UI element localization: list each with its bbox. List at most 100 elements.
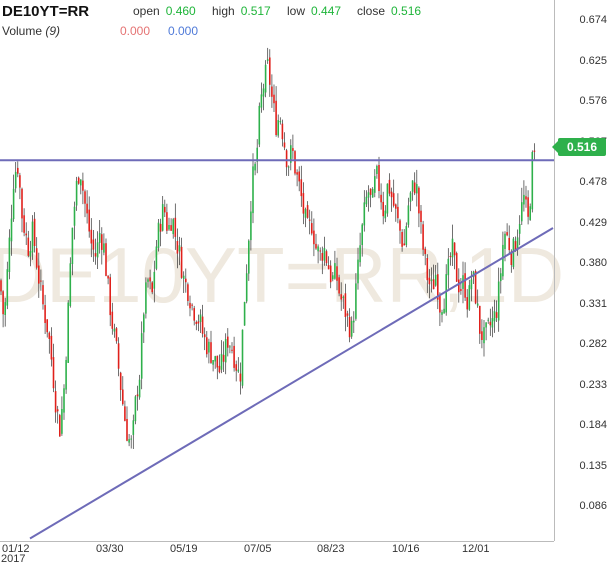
candle-up — [172, 219, 174, 235]
candle-down — [424, 248, 426, 254]
candle-down — [296, 172, 298, 175]
candle-up — [12, 188, 15, 220]
candle-up — [130, 438, 132, 440]
candle-up — [416, 184, 418, 194]
candle-down — [283, 142, 286, 148]
candle-down — [306, 205, 309, 218]
candle-down — [218, 365, 221, 373]
low-label: low — [287, 4, 306, 18]
candle-down — [298, 171, 300, 182]
candle-down — [420, 210, 422, 222]
candle-up — [470, 279, 473, 290]
candle-up — [128, 439, 130, 443]
candle-up — [69, 263, 72, 306]
candle-down — [300, 179, 303, 197]
candle-up — [277, 120, 279, 136]
candle-up — [75, 180, 78, 206]
candle-up — [317, 246, 319, 252]
candle-up — [250, 211, 252, 241]
candle-down — [269, 57, 271, 85]
x-tick-label: 10/16 — [392, 543, 420, 555]
candle-up — [63, 388, 65, 413]
candle-down — [321, 253, 324, 261]
candle-up — [493, 311, 496, 322]
candle-down — [464, 273, 466, 298]
candle-up — [260, 94, 263, 108]
volume-value-b: 0.000 — [168, 24, 199, 38]
candle-up — [445, 274, 447, 313]
candle-down — [422, 224, 424, 250]
candle-down — [378, 165, 380, 191]
candle-down — [392, 193, 395, 206]
candle-up — [140, 333, 143, 379]
x-tick-label: 01/12 — [2, 543, 30, 555]
high-value: 0.517 — [240, 4, 271, 18]
low-readout: low 0.447 — [287, 4, 341, 18]
candle-down — [506, 232, 508, 236]
candle-down — [294, 151, 296, 174]
candle-down — [348, 317, 351, 338]
ticker-symbol: DE10YT=RR — [2, 3, 90, 20]
candle-down — [77, 177, 80, 184]
candle-down — [27, 237, 30, 256]
candle-down — [313, 230, 315, 245]
open-readout: open 0.460 — [133, 4, 196, 18]
low-value: 0.447 — [311, 4, 342, 18]
candle-down — [185, 278, 187, 283]
candle-up — [323, 248, 326, 261]
close-readout: close 0.516 — [357, 4, 421, 18]
candle-down — [105, 243, 107, 276]
candle-down — [413, 182, 416, 194]
candle-down — [466, 297, 468, 310]
x-axis-year-label: 2017 — [1, 553, 26, 565]
y-tick-label: 0.135 — [579, 459, 607, 472]
candle-down — [227, 336, 229, 348]
candle-down — [382, 201, 384, 217]
candle-down — [418, 187, 420, 214]
candle-up — [73, 206, 76, 226]
candle-up — [4, 302, 6, 315]
candle-down — [136, 394, 139, 397]
candle-down — [437, 274, 439, 300]
volume-value-a: 0.000 — [120, 24, 151, 38]
candle-up — [212, 360, 214, 365]
candle-down — [474, 271, 477, 304]
candle-up — [252, 166, 254, 214]
candle-down — [449, 256, 452, 257]
candle-down — [50, 335, 53, 360]
candle-up — [411, 180, 414, 192]
candle-up — [147, 279, 149, 282]
candle-down — [432, 279, 435, 290]
candle-down — [92, 239, 95, 250]
candle-up — [376, 166, 378, 174]
candle-up — [132, 420, 135, 435]
candle-up — [199, 314, 202, 322]
candle-down — [159, 223, 162, 232]
candle-down — [122, 389, 124, 405]
candle-up — [155, 246, 158, 269]
candle-down — [222, 354, 225, 362]
candle-up — [363, 202, 366, 226]
candle-up — [491, 318, 494, 328]
candle-up — [208, 341, 210, 353]
candle-up — [451, 238, 454, 258]
candle-down — [107, 275, 109, 279]
candle-down — [271, 86, 273, 97]
candle-down — [533, 150, 536, 152]
candle-up — [487, 319, 489, 321]
candle-down — [149, 277, 151, 282]
candle-down — [19, 175, 21, 188]
candle-up — [434, 274, 437, 286]
candle-up — [497, 281, 500, 321]
candle-down — [527, 197, 529, 217]
high-label: high — [212, 4, 235, 18]
candle-down — [44, 305, 46, 323]
candle-down — [453, 242, 456, 256]
candle-down — [479, 305, 481, 334]
candle-down — [340, 294, 342, 300]
candle-down — [46, 319, 48, 333]
candle-up — [220, 353, 223, 370]
candle-down — [35, 248, 38, 268]
candle-up — [476, 303, 479, 306]
